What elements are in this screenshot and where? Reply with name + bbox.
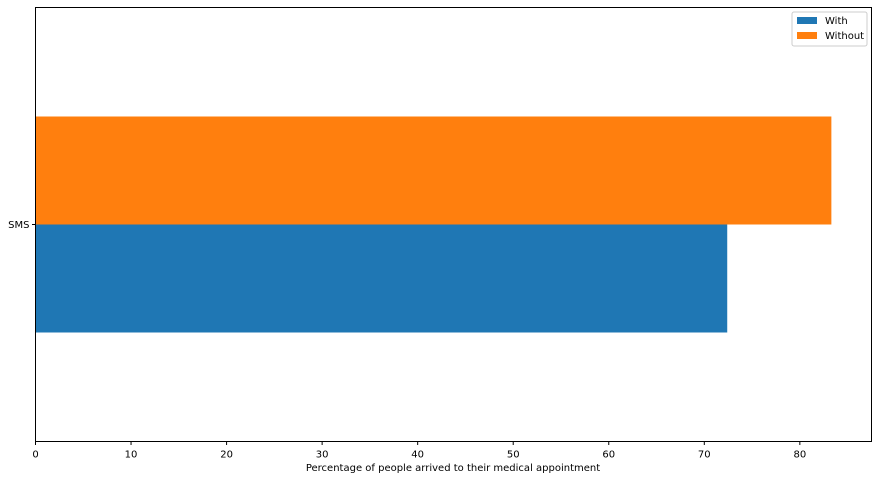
x-tick-label: 0 (32, 450, 38, 461)
x-tick-label: 50 (507, 450, 520, 461)
x-tick-label: 10 (125, 450, 138, 461)
legend-swatch-with (797, 17, 817, 24)
legend-swatch-without (797, 32, 817, 39)
legend: With Without (791, 11, 868, 47)
x-tick-label: 70 (698, 450, 711, 461)
bar-without-sms (35, 116, 832, 225)
x-axis-label: Percentage of people arrived to their me… (306, 463, 600, 474)
x-tick-label: 30 (316, 450, 329, 461)
x-tick-label: 60 (602, 450, 615, 461)
bar-with-sms (35, 224, 728, 333)
x-tick-label: 20 (220, 450, 233, 461)
legend-label-with: With (825, 16, 848, 27)
legend-label-without: Without (825, 31, 864, 42)
bars-group (35, 116, 832, 333)
y-axis-ticks: SMS (8, 220, 36, 231)
plot-frame (35, 7, 872, 442)
x-tick-label: 80 (793, 450, 806, 461)
x-tick-label: 40 (411, 450, 424, 461)
y-tick-label: SMS (8, 220, 29, 231)
x-axis-ticks: 0 10 20 30 40 50 60 70 80 (32, 441, 806, 461)
